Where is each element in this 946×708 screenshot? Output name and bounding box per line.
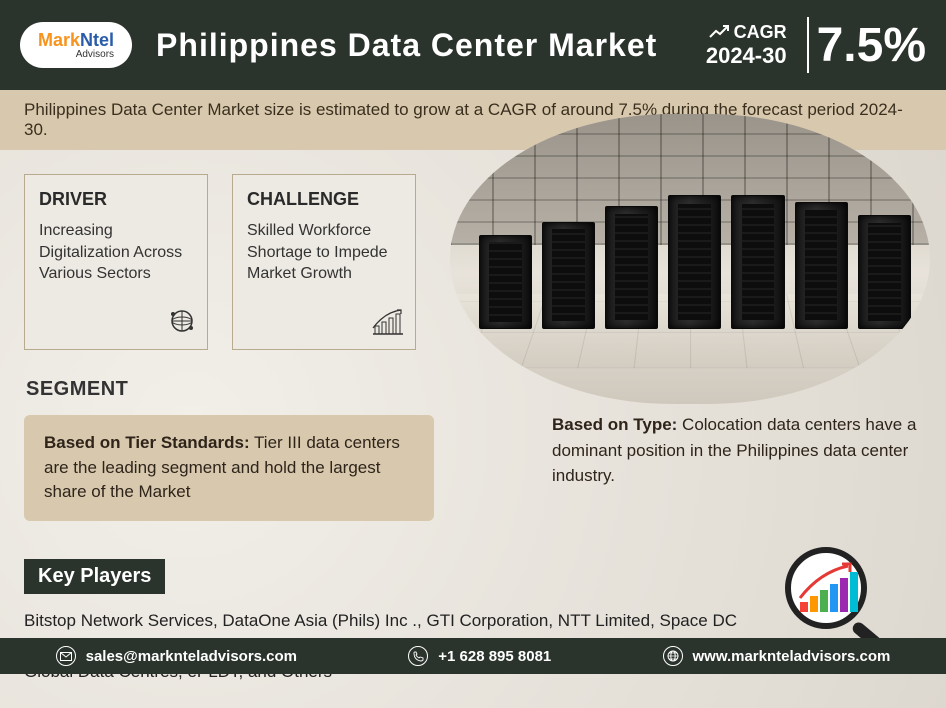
datacenter-image — [450, 114, 930, 404]
challenge-title: CHALLENGE — [247, 189, 401, 210]
footer-web-text: www.marknteladvisors.com — [693, 648, 891, 665]
server-rack — [479, 235, 532, 328]
footer-email-text: sales@marknteladvisors.com — [86, 648, 297, 665]
server-rack — [668, 195, 721, 328]
server-rack — [542, 222, 595, 329]
footer: sales@marknteladvisors.com +1 628 895 80… — [0, 638, 946, 674]
email-icon — [56, 646, 76, 666]
segment-type-box: Based on Type: Colocation data centers h… — [552, 412, 922, 489]
footer-web: www.marknteladvisors.com — [663, 646, 891, 666]
globe-icon — [663, 646, 683, 666]
page-title: Philippines Data Center Market — [156, 27, 657, 64]
server-rack — [731, 195, 784, 328]
rack-row — [479, 195, 911, 328]
logo-part2: Ntel — [80, 30, 114, 50]
cagr-years: 2024-30 — [706, 43, 787, 69]
server-rack — [605, 206, 658, 329]
driver-title: DRIVER — [39, 189, 193, 210]
challenge-card: CHALLENGE Skilled Workforce Shortage to … — [232, 174, 416, 350]
phone-icon — [408, 646, 428, 666]
logo-sub: Advisors — [38, 49, 114, 60]
driver-card: DRIVER Increasing Digitalization Across … — [24, 174, 208, 350]
challenge-text: Skilled Workforce Shortage to Impede Mar… — [247, 220, 401, 285]
magnifier-chart-icon — [770, 542, 910, 652]
cagr-label-row: CAGR — [706, 22, 787, 43]
logo-badge: MarkNtel Advisors — [20, 22, 132, 68]
footer-phone-text: +1 628 895 8081 — [438, 648, 551, 665]
driver-text: Increasing Digitalization Across Various… — [39, 220, 193, 285]
logo-part1: Mark — [38, 30, 80, 50]
segment-tier-bold: Based on Tier Standards: — [44, 433, 250, 452]
footer-email: sales@marknteladvisors.com — [56, 646, 297, 666]
cagr-block: CAGR 2024-30 7.5% — [706, 17, 926, 73]
key-players-label: Key Players — [24, 559, 165, 594]
footer-phone: +1 628 895 8081 — [408, 646, 551, 666]
chart-up-icon — [709, 24, 729, 40]
header: MarkNtel Advisors Philippines Data Cente… — [0, 0, 946, 90]
growth-chart-icon — [371, 308, 405, 341]
segment-type-bold: Based on Type: — [552, 415, 677, 434]
divider — [807, 17, 809, 73]
cagr-label: CAGR — [734, 22, 787, 42]
server-rack — [795, 202, 848, 329]
globe-network-icon — [167, 306, 197, 341]
server-rack — [858, 215, 911, 328]
segment-tier-box: Based on Tier Standards: Tier III data c… — [24, 415, 434, 521]
cagr-value: 7.5% — [817, 18, 926, 73]
